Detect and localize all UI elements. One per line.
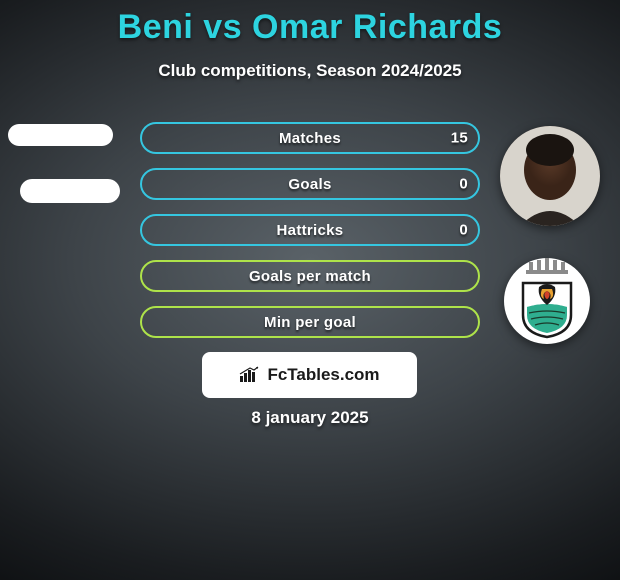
- stats-list: Matches 15 Goals 0 Hattricks 0 Goals per…: [140, 122, 480, 352]
- stat-label: Min per goal: [264, 314, 356, 331]
- stat-row-goals: Goals 0: [140, 168, 480, 200]
- bar-chart-icon: [239, 366, 261, 384]
- stat-row-matches: Matches 15: [140, 122, 480, 154]
- club-crest-right: [504, 258, 590, 344]
- player-avatar-right: [500, 126, 600, 226]
- page-title: Beni vs Omar Richards: [0, 0, 620, 47]
- left-placeholder-1: [8, 124, 113, 146]
- stat-row-min-per-goal: Min per goal: [140, 306, 480, 338]
- stat-label: Hattricks: [277, 222, 344, 239]
- stat-label: Goals: [288, 176, 331, 193]
- stat-label: Matches: [279, 130, 341, 147]
- left-placeholder-2: [20, 179, 120, 203]
- avatar-placeholder-icon: [500, 126, 600, 226]
- fctables-label: FcTables.com: [267, 365, 379, 385]
- stat-value-right: 0: [459, 222, 468, 239]
- fctables-banner[interactable]: FcTables.com: [202, 352, 417, 398]
- stat-row-hattricks: Hattricks 0: [140, 214, 480, 246]
- comparison-card: Beni vs Omar Richards Club competitions,…: [0, 0, 620, 580]
- crest-icon: [504, 258, 590, 344]
- subtitle: Club competitions, Season 2024/2025: [0, 61, 620, 81]
- stat-label: Goals per match: [249, 268, 371, 285]
- stat-row-goals-per-match: Goals per match: [140, 260, 480, 292]
- date-label: 8 january 2025: [0, 408, 620, 428]
- stat-value-right: 15: [451, 130, 468, 147]
- stat-value-right: 0: [459, 176, 468, 193]
